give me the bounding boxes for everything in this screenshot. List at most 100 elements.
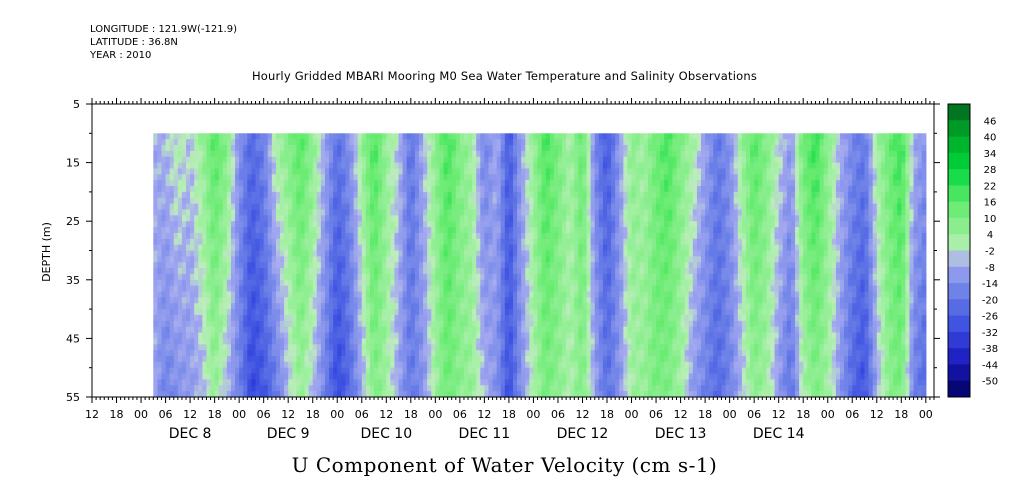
heatmap-cell <box>190 150 195 158</box>
heatmap-cell <box>357 279 363 287</box>
heatmap-cell <box>582 150 588 158</box>
heatmap-cell <box>435 303 441 310</box>
heatmap-cell <box>406 221 412 228</box>
heatmap-cell <box>218 268 224 275</box>
heatmap-cell <box>369 303 375 310</box>
heatmap-cell <box>186 297 191 304</box>
heatmap-cell <box>247 150 253 158</box>
heatmap-cell <box>324 156 330 164</box>
heatmap-cell <box>418 232 424 240</box>
heatmap-cell <box>447 297 453 304</box>
heatmap-cell <box>582 244 588 252</box>
heatmap-cell <box>157 180 163 187</box>
heatmap-cell <box>602 150 608 158</box>
heatmap-cell <box>230 273 236 281</box>
heatmap-cell <box>545 168 551 175</box>
heatmap-cell <box>553 344 559 351</box>
heatmap-cell <box>447 391 453 398</box>
heatmap-cell <box>423 279 428 287</box>
heatmap-cell <box>586 238 592 246</box>
heatmap-cell <box>202 297 208 304</box>
heatmap-cell <box>157 367 163 375</box>
heatmap-cell <box>382 273 387 281</box>
heatmap-cell <box>480 326 485 334</box>
heatmap-cell <box>275 215 281 222</box>
heatmap-cell <box>153 279 158 287</box>
heatmap-cell <box>439 162 445 170</box>
heatmap-cell <box>300 268 306 275</box>
heatmap-cell <box>353 133 359 140</box>
heatmap-cell <box>333 268 338 275</box>
heatmap-cell <box>598 209 604 216</box>
heatmap-cell <box>181 332 187 339</box>
heatmap-cell <box>525 162 530 170</box>
heatmap-cell <box>410 279 416 287</box>
heatmap-cell <box>304 303 310 310</box>
heatmap-cell <box>504 256 510 263</box>
heatmap-cell <box>390 273 396 281</box>
heatmap-cell <box>423 297 428 304</box>
heatmap-cell <box>439 209 445 216</box>
heatmap-cell <box>186 256 191 263</box>
heatmap-cell <box>431 209 436 216</box>
heatmap-cell <box>468 379 473 386</box>
heatmap-cell <box>394 139 400 146</box>
heatmap-cell <box>529 355 535 363</box>
heatmap-cell <box>210 168 216 175</box>
heatmap-cell <box>586 150 592 158</box>
heatmap-cell <box>488 326 494 334</box>
heatmap-cell <box>320 150 326 158</box>
heatmap-cell <box>296 180 302 187</box>
heatmap-cell <box>574 244 579 252</box>
heatmap-cell <box>255 367 261 375</box>
heatmap-cell <box>594 262 600 269</box>
heatmap-cell <box>468 209 473 216</box>
heatmap-cell <box>455 332 461 339</box>
heatmap-cell <box>194 279 199 287</box>
heatmap-cell <box>345 355 351 363</box>
heatmap-cell <box>496 244 502 252</box>
heatmap-cell <box>329 379 334 386</box>
heatmap-cell <box>259 139 265 146</box>
heatmap-cell <box>324 268 330 275</box>
heatmap-cell <box>463 244 469 252</box>
heatmap-cell <box>214 373 220 381</box>
heatmap-cell <box>157 314 163 322</box>
heatmap-cell <box>500 203 506 211</box>
heatmap-cell <box>488 332 494 339</box>
heatmap-cell <box>513 338 518 345</box>
heatmap-cell <box>190 309 195 316</box>
heatmap-cell <box>202 320 208 328</box>
heatmap-cell <box>320 303 326 310</box>
heatmap-cell <box>177 361 183 369</box>
heatmap-cell <box>214 150 220 158</box>
heatmap-cell <box>308 379 314 386</box>
heatmap-cell <box>263 133 269 140</box>
heatmap-cell <box>439 314 445 322</box>
heatmap-cell <box>361 373 367 381</box>
heatmap-cell <box>406 203 412 211</box>
heatmap-cell <box>443 238 449 246</box>
heatmap-cell <box>537 379 543 386</box>
heatmap-cell <box>468 250 473 257</box>
heatmap-cell <box>353 297 359 304</box>
heatmap-cell <box>418 379 424 386</box>
heatmap-cell <box>271 350 277 357</box>
heatmap-cell <box>427 162 432 170</box>
heatmap-cell <box>369 350 375 357</box>
heatmap-cell <box>378 391 383 398</box>
heatmap-cell <box>300 355 306 363</box>
heatmap-cell <box>173 355 179 363</box>
heatmap-cell <box>418 344 424 351</box>
heatmap-cell <box>329 256 334 263</box>
heatmap-cell <box>292 279 297 287</box>
heatmap-cell <box>533 385 539 392</box>
heatmap-cell <box>333 203 338 211</box>
heatmap-cell <box>165 291 171 298</box>
heatmap-cell <box>222 180 228 187</box>
heatmap-cell <box>304 338 310 345</box>
heatmap-cell <box>463 314 469 322</box>
heatmap-cell <box>292 150 297 158</box>
heatmap-cell <box>402 209 408 216</box>
heatmap-cell <box>570 391 575 398</box>
